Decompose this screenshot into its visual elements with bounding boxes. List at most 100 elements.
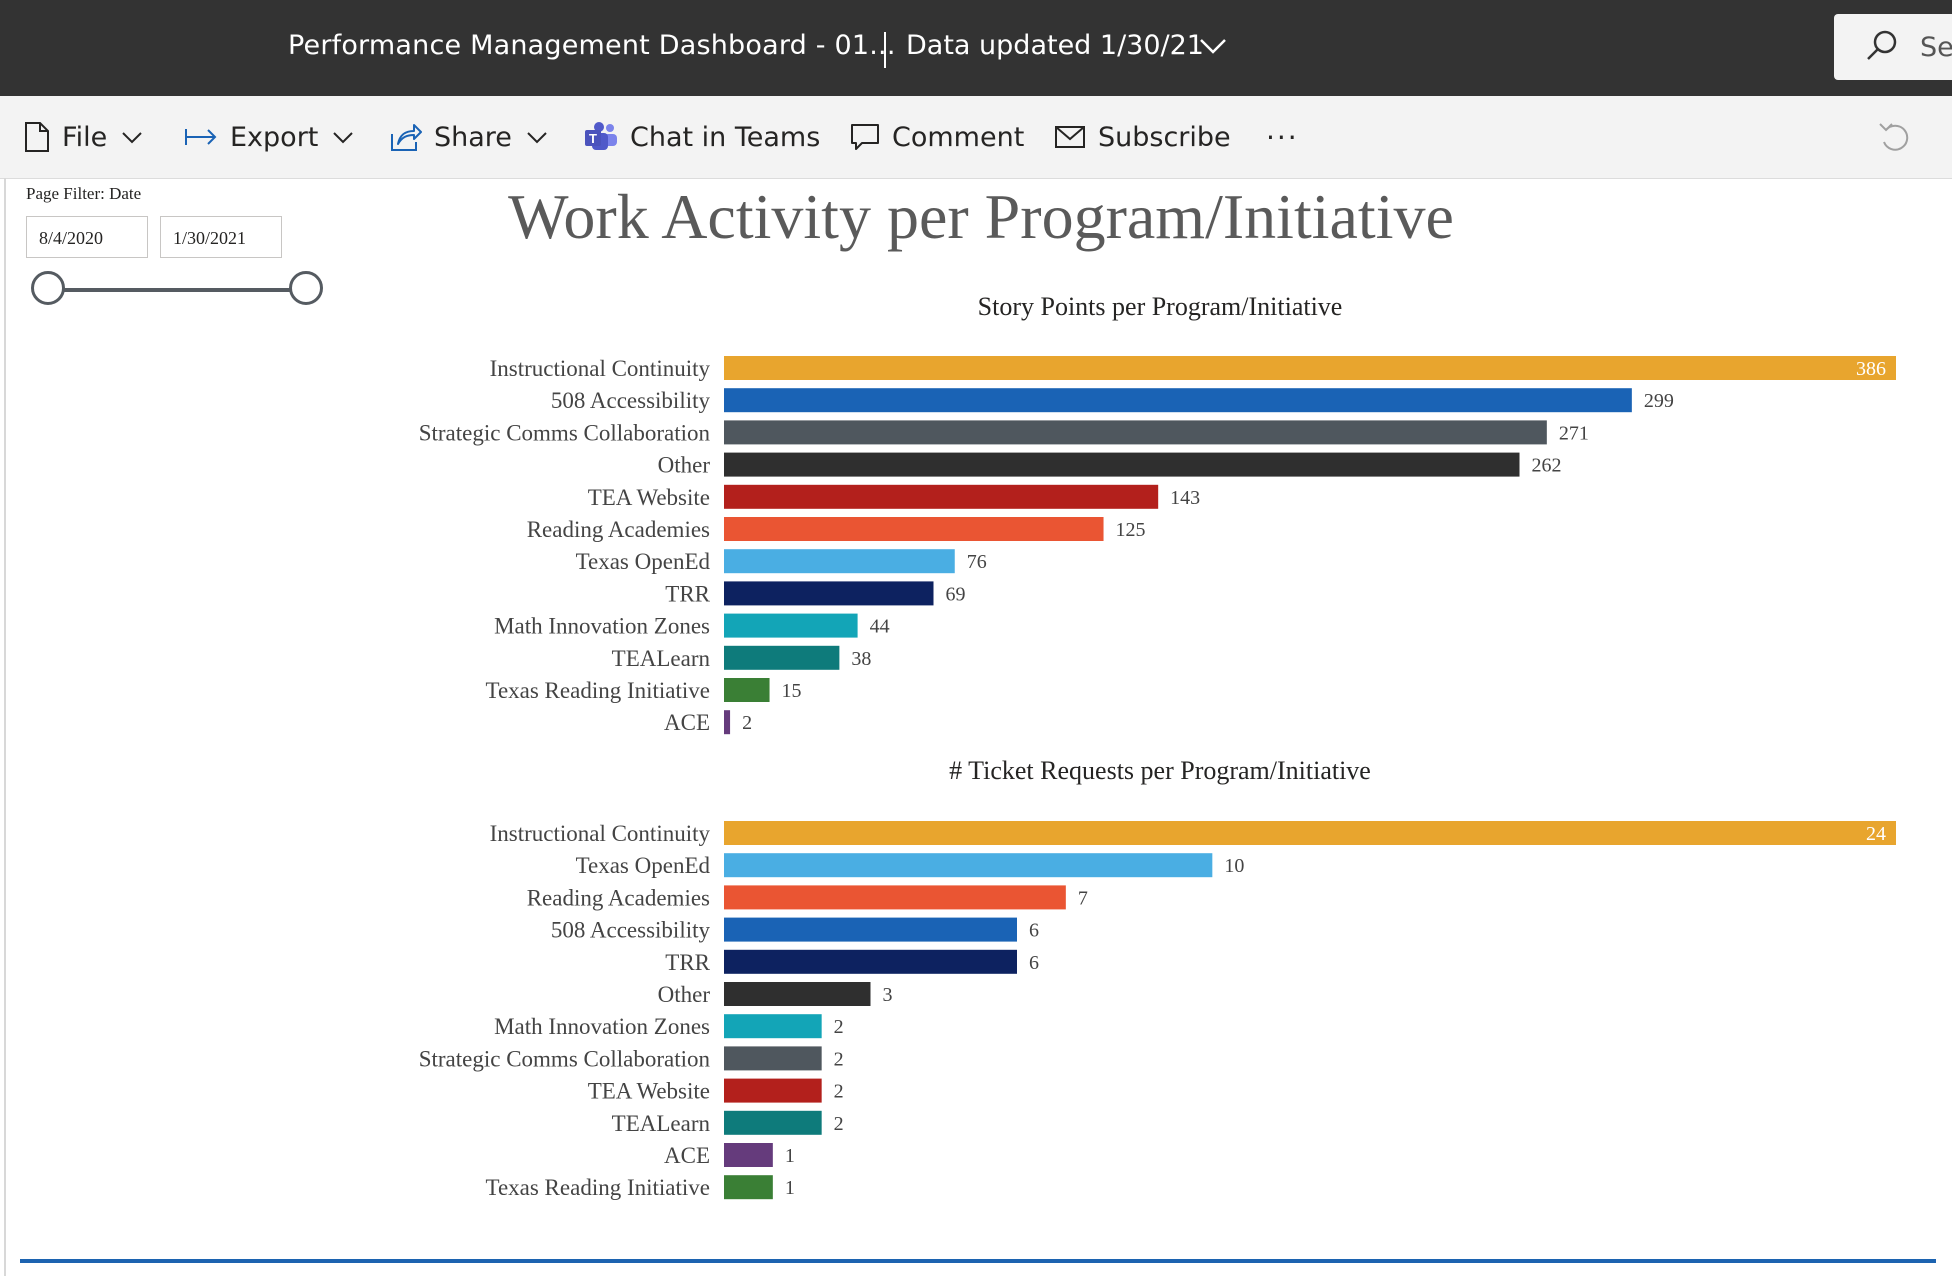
data-label: 76 (967, 551, 987, 573)
story-points-bar-chart: Instructional Continuity 386 508 Accessibi… (419, 356, 1896, 735)
category-label: Reading Academies (527, 885, 710, 910)
category-label: Texas Reading Initiative (486, 678, 711, 703)
category-label: TEA Website (588, 485, 710, 510)
data-label: 2 (834, 1081, 844, 1103)
file-label: File (62, 121, 108, 153)
data-label: 125 (1116, 519, 1146, 541)
data-label: 299 (1644, 390, 1674, 412)
page-bottom-accent-line (20, 1259, 1936, 1263)
category-label: Math Innovation Zones (494, 614, 710, 639)
bar[interactable] (724, 710, 731, 735)
bar[interactable] (724, 549, 955, 574)
data-label: 262 (1532, 455, 1562, 477)
start-date-input[interactable]: 8/4/2020 (26, 216, 148, 258)
bar[interactable] (724, 1143, 773, 1167)
bar[interactable] (724, 1014, 822, 1039)
chevron-down-icon (333, 132, 354, 144)
chevron-down-icon (527, 132, 547, 144)
teams-icon: T (585, 122, 617, 150)
category-label: Texas Reading Initiative (486, 1175, 711, 1200)
file-icon (25, 122, 49, 152)
category-label: Other (658, 982, 711, 1007)
report-toolbar: File Export Share T (0, 96, 1952, 179)
category-label: Reading Academies (527, 517, 710, 542)
category-label: TEALearn (612, 1111, 711, 1136)
bar[interactable] (724, 982, 871, 1006)
category-label: Texas OpenEd (576, 549, 711, 574)
date-range-slider-track[interactable] (48, 288, 306, 292)
bar[interactable] (724, 1175, 773, 1200)
data-label: 271 (1559, 422, 1589, 444)
bar[interactable] (724, 821, 1896, 845)
chevron-down-icon (122, 132, 142, 144)
svg-text:T: T (589, 131, 597, 146)
category-label: Texas OpenEd (576, 853, 711, 878)
share-menu[interactable]: Share (390, 96, 548, 178)
chat-in-teams-label: Chat in Teams (630, 121, 821, 153)
data-label: 2 (834, 1048, 844, 1070)
search-icon (1867, 30, 1897, 60)
search-box[interactable]: Se (1834, 14, 1952, 80)
subscribe-button[interactable]: Subscribe (1054, 96, 1231, 178)
chat-in-teams-button[interactable]: T Chat in Teams (584, 96, 820, 178)
share-label: Share (434, 121, 512, 153)
data-label: 1 (785, 1145, 795, 1167)
category-label: Math Innovation Zones (494, 1014, 710, 1039)
canvas-border (4, 178, 6, 1276)
data-label: 2 (834, 1016, 844, 1038)
category-label: Instructional Continuity (490, 821, 711, 846)
data-label: 143 (1170, 487, 1200, 509)
bar[interactable] (724, 917, 1017, 942)
data-label: 7 (1078, 887, 1088, 909)
data-label: 24 (1866, 823, 1886, 845)
bar[interactable] (724, 645, 840, 670)
category-label: Instructional Continuity (490, 356, 711, 381)
bar[interactable] (724, 853, 1213, 878)
comment-button[interactable]: Comment (850, 96, 1024, 178)
ticket-requests-chart-title: # Ticket Requests per Program/Initiative (949, 756, 1371, 785)
more-options-button[interactable]: ··· (1266, 96, 1299, 178)
bar[interactable] (724, 678, 770, 702)
date-range-start-handle[interactable] (31, 271, 65, 305)
bar[interactable] (724, 613, 858, 638)
data-label: 6 (1029, 952, 1039, 974)
subscribe-label: Subscribe (1098, 121, 1231, 153)
bar[interactable] (724, 356, 1896, 380)
bar[interactable] (724, 484, 1159, 509)
file-menu[interactable]: File (24, 96, 143, 178)
bar[interactable] (724, 581, 934, 606)
undo-icon[interactable] (1876, 118, 1914, 156)
data-label: 6 (1029, 920, 1039, 942)
data-label: 3 (883, 984, 893, 1006)
comment-icon (851, 124, 879, 150)
bar[interactable] (724, 388, 1632, 413)
share-icon (391, 124, 422, 151)
bar[interactable] (724, 1078, 822, 1103)
data-label: 38 (851, 648, 871, 670)
export-menu[interactable]: Export (184, 96, 354, 178)
bar[interactable] (724, 1110, 822, 1135)
data-label: 2 (834, 1113, 844, 1135)
bar[interactable] (724, 517, 1104, 541)
chevron-down-icon[interactable] (1198, 34, 1228, 58)
mail-icon (1055, 126, 1085, 148)
end-date-input[interactable]: 1/30/2021 (160, 216, 282, 258)
more-options-icon: ··· (1266, 120, 1299, 154)
bar[interactable] (724, 885, 1066, 910)
bar[interactable] (724, 949, 1017, 974)
category-label: 508 Accessibility (551, 918, 711, 943)
bar[interactable] (724, 1046, 822, 1071)
page-title: Work Activity per Program/Initiative (508, 181, 1454, 252)
export-label: Export (230, 121, 319, 153)
category-label: Strategic Comms Collaboration (419, 420, 711, 445)
category-label: ACE (664, 710, 710, 735)
category-label: Strategic Comms Collaboration (419, 1046, 711, 1071)
date-range-end-handle[interactable] (289, 271, 323, 305)
category-label: TEA Website (588, 1079, 710, 1104)
report-title[interactable]: Performance Management Dashboard - 01... (288, 30, 896, 61)
bar[interactable] (724, 420, 1547, 445)
data-updated-label[interactable]: Data updated 1/30/21 (906, 30, 1204, 61)
app-header: Performance Management Dashboard - 01...… (0, 0, 1952, 96)
search-placeholder: Se (1920, 32, 1952, 63)
bar[interactable] (724, 452, 1520, 477)
